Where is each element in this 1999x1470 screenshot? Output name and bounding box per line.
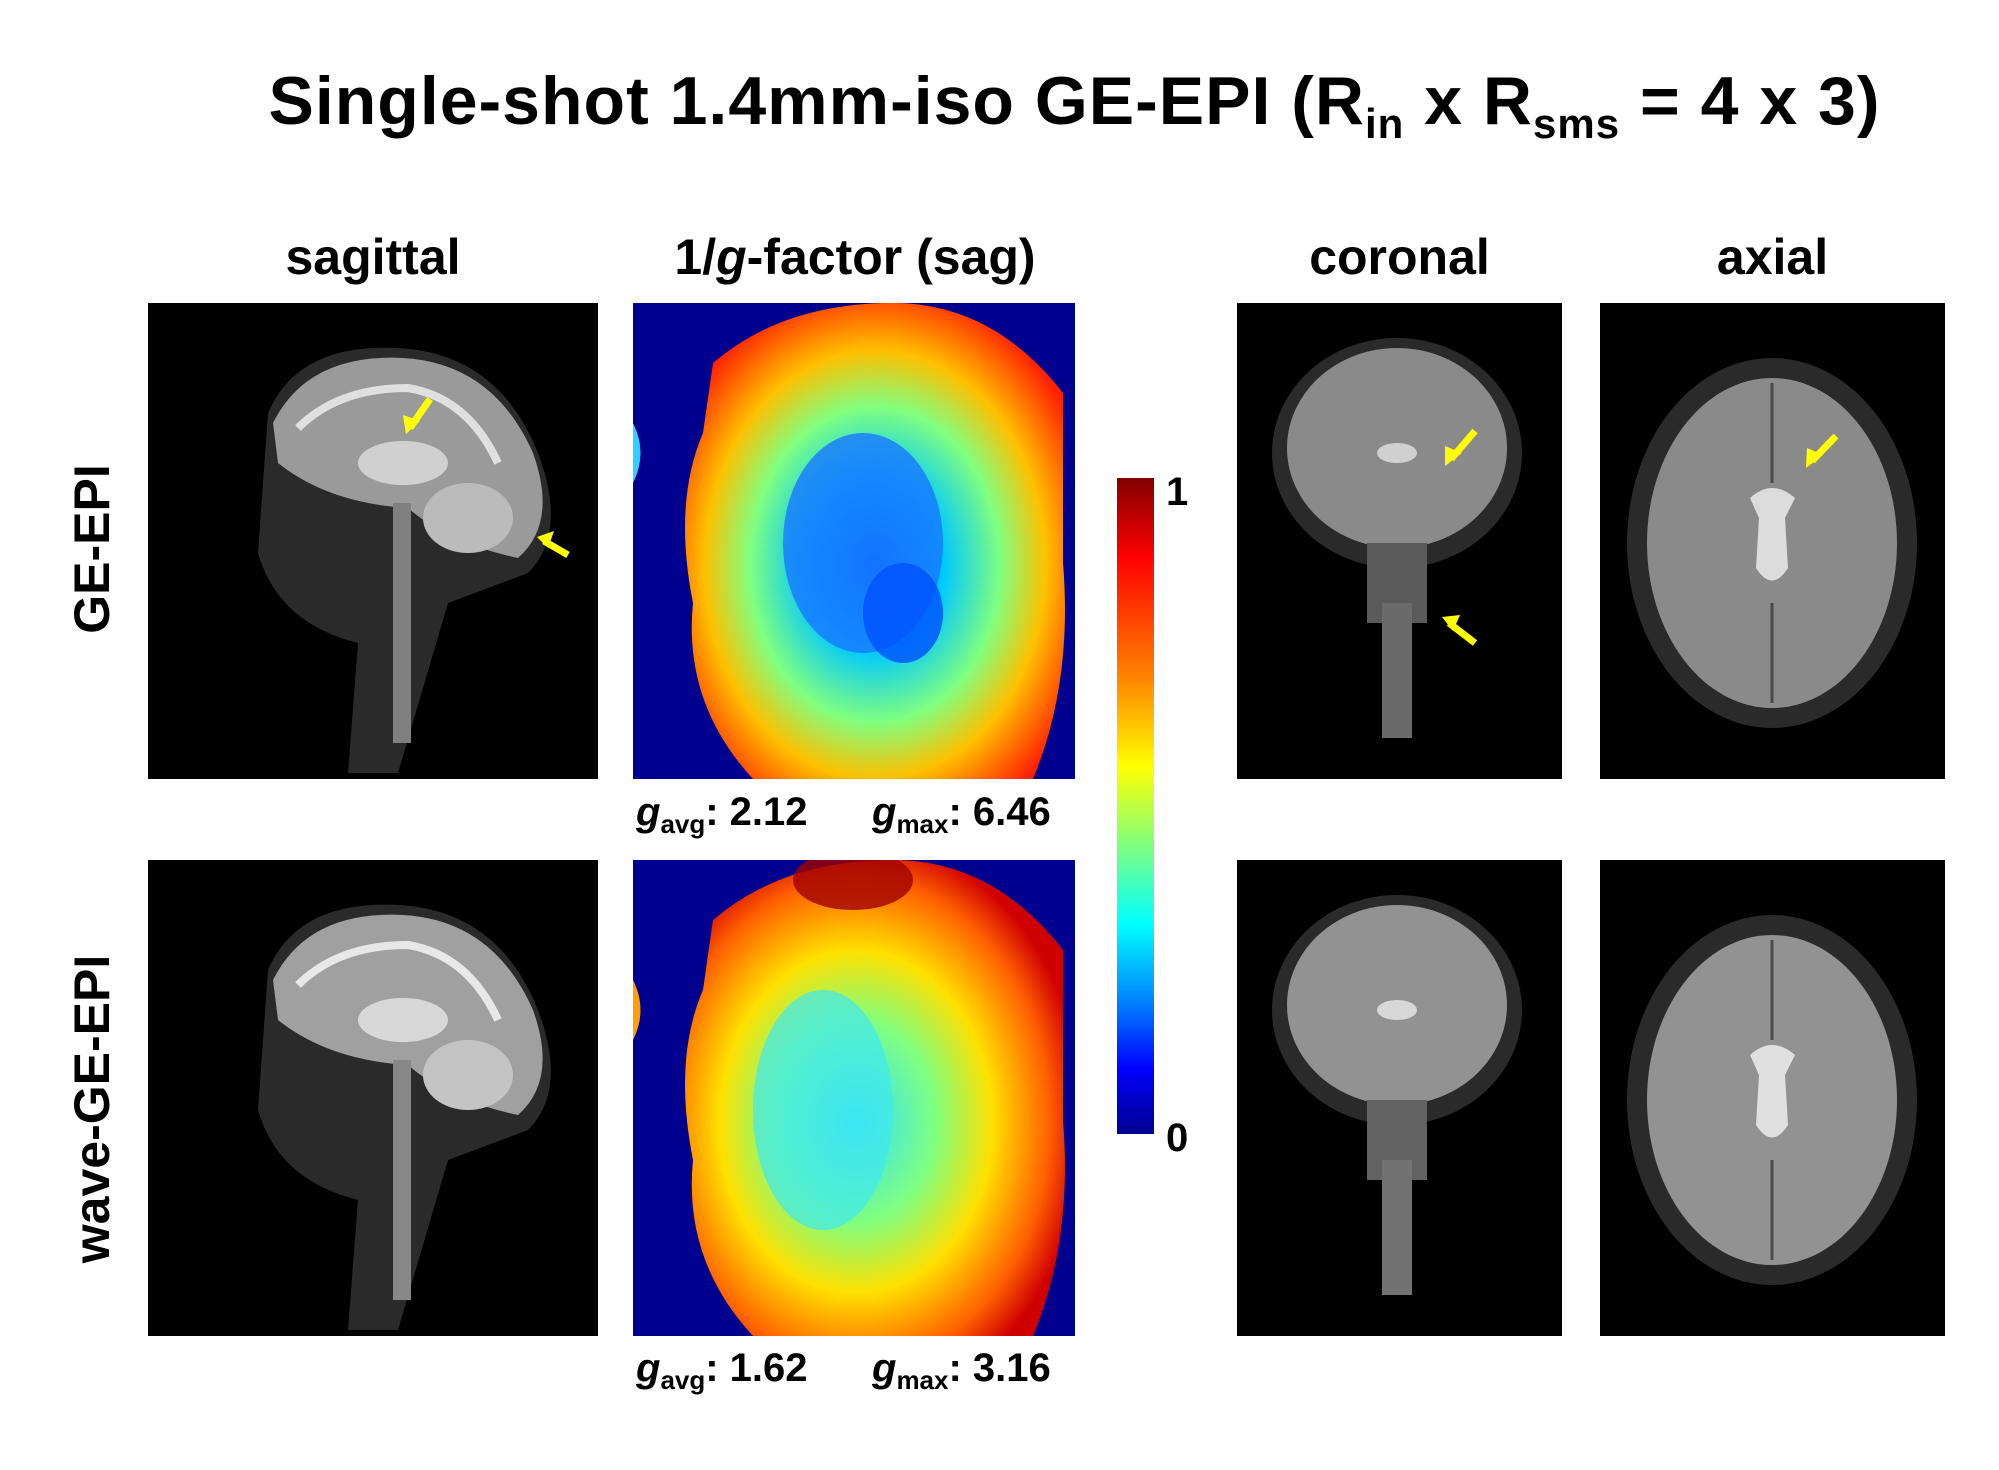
gfactor-map-wave-ge-epi	[633, 860, 1075, 1336]
colorbar-min-label: 0	[1166, 1116, 1189, 1160]
axial-image-wave-ge-epi	[1600, 860, 1945, 1336]
col-header-sagittal: sagittal	[285, 229, 461, 285]
gmax-wave-ge-epi: gmax: 3.16	[872, 1346, 1051, 1395]
gavg-ge-epi: gavg: 2.12	[636, 790, 808, 839]
gavg-wave-ge-epi: gavg: 1.62	[636, 1346, 808, 1395]
figure-title: Single-shot 1.4mm-iso GE-EPI (Rin x Rsms…	[268, 63, 1881, 147]
col-header-gfactor: 1/g-factor (sag)	[674, 229, 1036, 285]
colorbar-max-label: 1	[1166, 470, 1189, 514]
sagittal-image-wave-ge-epi	[148, 860, 598, 1336]
row-header-wave-ge-epi: wave-GE-EPI	[64, 954, 120, 1264]
gfactor-map-ge-epi	[633, 303, 1075, 779]
col-header-coronal: coronal	[1309, 229, 1490, 285]
colorbar	[1117, 478, 1154, 1134]
coronal-image-ge-epi	[1237, 303, 1562, 779]
coronal-image-wave-ge-epi	[1237, 860, 1562, 1336]
axial-image-ge-epi	[1600, 303, 1945, 779]
row-header-ge-epi: GE-EPI	[64, 464, 120, 634]
col-header-axial: axial	[1716, 229, 1829, 285]
gmax-ge-epi: gmax: 6.46	[872, 790, 1051, 839]
sagittal-image-ge-epi	[148, 303, 598, 779]
